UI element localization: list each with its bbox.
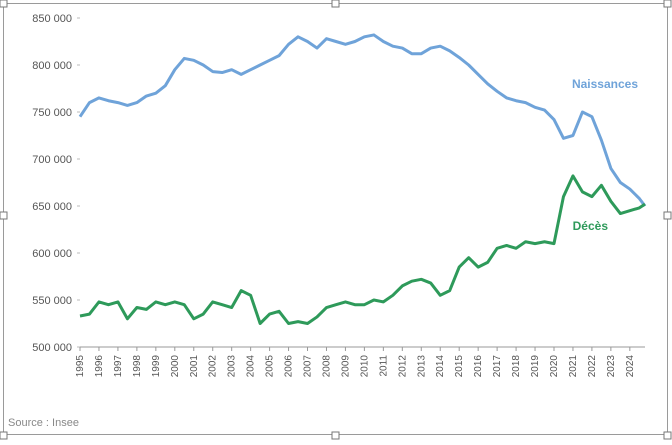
x-tick-label: 2004 (246, 355, 257, 378)
y-tick-label: 500 000 (32, 342, 72, 354)
x-tick-label: 2010 (359, 355, 370, 378)
x-tick-label: 2011 (378, 355, 389, 377)
series-label: Naissances (572, 77, 638, 91)
x-tick-label: 2012 (397, 355, 408, 378)
x-tick-label: 2006 (284, 355, 295, 378)
series-label: Décès (573, 219, 609, 233)
x-tick-label: 2018 (511, 355, 522, 378)
x-tick-label: 1999 (151, 355, 162, 378)
source: Source : Insee (8, 417, 79, 429)
y-tick-label: 550 000 (32, 295, 72, 307)
x-tick-label: 1997 (113, 355, 124, 378)
x-tick-label: 2005 (265, 355, 276, 378)
x-tick-label: 2000 (170, 355, 181, 378)
x-tick-label: 2023 (606, 355, 617, 378)
x-tick-label: 2016 (473, 355, 484, 378)
x-tick-label: 2002 (208, 355, 219, 378)
x-tick-label: 2021 (568, 355, 579, 378)
y-tick-label: 700 000 (32, 154, 72, 166)
x-tick-label: 2024 (625, 355, 636, 378)
x-tick-label: 2019 (530, 355, 541, 378)
x-tick-label: 2022 (587, 355, 598, 378)
x-tick-label: 2001 (189, 355, 200, 378)
x-tick-label: 2007 (303, 355, 314, 378)
x-tick-label: 2003 (227, 355, 238, 378)
x-tick-label: 1998 (132, 355, 143, 378)
y-tick-label: 850 000 (32, 13, 72, 25)
y-tick-label: 800 000 (32, 60, 72, 72)
series-line (79, 174, 646, 325)
x-tick-label: 2014 (435, 355, 446, 378)
series-line (78, 33, 647, 207)
y-tick-label: 750 000 (32, 107, 72, 119)
x-tick-label: 1995 (75, 355, 86, 378)
y-tick-label: 650 000 (32, 201, 72, 213)
x-tick-label: 2015 (454, 355, 465, 378)
x-tick-label: 2008 (321, 355, 332, 378)
x-tick-label: 2009 (340, 355, 351, 378)
x-tick-label: 2017 (492, 355, 503, 378)
y-tick-label: 600 000 (32, 248, 72, 260)
x-tick-label: 2013 (416, 355, 427, 378)
x-tick-label: 1996 (94, 355, 105, 378)
x-tick-label: 2020 (549, 355, 560, 378)
